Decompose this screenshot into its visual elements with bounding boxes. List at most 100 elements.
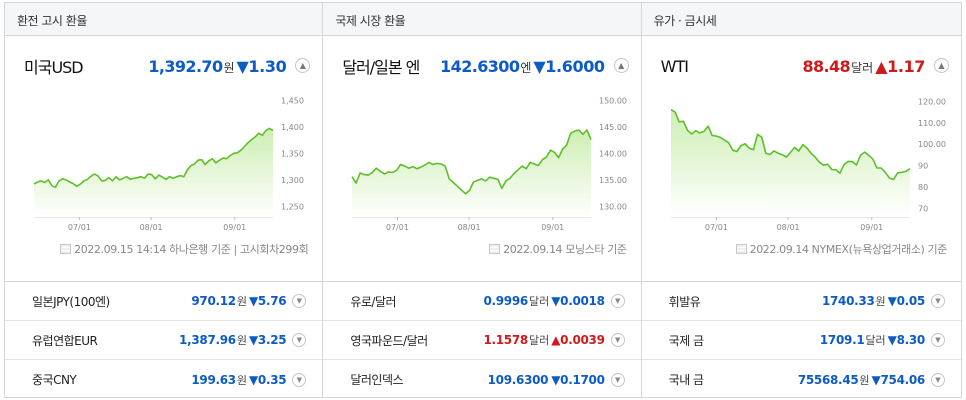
x-tick-label: 08/01 [458, 223, 481, 232]
chevron-down-icon[interactable]: ▼ [610, 294, 625, 308]
headline-name[interactable]: 달러/일본 엔 [342, 58, 420, 77]
y-tick-label: 100.00 [918, 140, 946, 149]
list-item[interactable]: 유로/달러 0.9996 달러 ▼0.0018 ▼ [323, 282, 641, 321]
item-unit: 달러 [528, 334, 550, 347]
item-value: 199.63 [191, 372, 236, 387]
item-name: 휘발유 [668, 294, 701, 309]
chevron-down-icon[interactable]: ▼ [292, 333, 307, 347]
panel-header-exchange-rate[interactable]: 환전 고시 환율 [5, 3, 323, 36]
source-text: 2022.09.15 14:14 하나은행 기준 | 고시회차299회 [74, 243, 309, 256]
item-change: ▼0.1700 [551, 372, 605, 387]
series-area [670, 109, 910, 217]
y-tick-label: 145.00 [599, 123, 627, 132]
item-unit: 달러 [528, 295, 550, 308]
item-name: 국내 금 [668, 373, 704, 387]
headline-price: 88.48 [802, 56, 851, 76]
x-tick-label: 07/01 [386, 223, 409, 232]
y-tick-label: 1,250 [281, 202, 304, 211]
market-widget: 환전 고시 환율 미국USD 1,392.70 원 ▼1.30 ▲ 07/01 0… [4, 2, 962, 398]
list-item[interactable]: 중국CNY 199.63 원 ▼0.35 ▼ [5, 360, 322, 399]
rate-list: 유로/달러 0.9996 달러 ▼0.0018 ▼ 영국파운드/달러 1.157… [323, 281, 641, 399]
headline-price: 142.6300 [440, 56, 520, 76]
chevron-up-icon[interactable]: ▲ [613, 58, 629, 73]
chevron-down-icon[interactable]: ▼ [292, 372, 307, 387]
item-unit: 원 [236, 334, 247, 347]
item-value: 0.9996 [483, 294, 528, 308]
list-item[interactable]: 유럽연합EUR 1,387.96 원 ▼3.25 ▼ [5, 321, 323, 360]
exchange-rate-panel: 환전 고시 환율 미국USD 1,392.70 원 ▼1.30 ▲ 07/01 0… [5, 3, 324, 399]
y-tick-label: 135.00 [599, 176, 627, 185]
item-value: 970.12 [191, 294, 236, 308]
rate-list: 일본JPY(100엔) 970.12 원 ▼5.76 ▼ 유럽연합EUR 1,3… [5, 281, 323, 399]
headline-unit: 엔 [520, 60, 532, 75]
list-item[interactable]: 달러인덱스 109.6300 ▼0.1700 ▼ [323, 360, 640, 399]
headline-name[interactable]: WTI [660, 56, 689, 76]
headline-unit: 원 [223, 60, 235, 75]
x-tick-label: 09/01 [860, 223, 883, 232]
item-change: ▼0.35 [248, 372, 287, 387]
item-change: ▼8.30 [887, 333, 926, 347]
y-tick-label: 1,400 [281, 123, 304, 132]
item-unit: 달러 [865, 334, 886, 347]
item-name: 중국CNY [32, 373, 77, 387]
item-unit: 원 [236, 373, 247, 387]
chevron-down-icon[interactable]: ▼ [292, 294, 307, 308]
document-icon [60, 244, 72, 254]
list-item[interactable]: 국내 금 75568.45 원 ▼754.06 ▼ [642, 360, 961, 399]
chevron-down-icon[interactable]: ▼ [610, 333, 625, 347]
y-tick-label: 80 [918, 183, 928, 192]
item-name: 유럽연합EUR [32, 333, 98, 348]
list-item[interactable]: 영국파운드/달러 1.1578 달러 ▲0.0039 ▼ [323, 321, 641, 360]
x-tick-label: 09/01 [223, 223, 246, 232]
x-tick-label: 08/01 [140, 223, 163, 232]
chevron-down-icon[interactable]: ▼ [930, 333, 945, 347]
panel-header-oil-gold[interactable]: 유가 · 금시세 [641, 3, 961, 36]
item-change: ▼0.0018 [551, 294, 605, 308]
item-name: 일본JPY(100엔) [32, 294, 110, 309]
x-tick-label: 07/01 [705, 223, 728, 232]
y-tick-label: 1,350 [281, 149, 304, 158]
oil-gold-panel: 유가 · 금시세 WTI 88.48 달러 ▲1.17 ▲ 07/01 08/01… [641, 3, 961, 399]
item-change: ▼3.25 [248, 333, 287, 347]
series-line [670, 108, 911, 181]
list-item[interactable]: 일본JPY(100엔) 970.12 원 ▼5.76 ▼ [5, 282, 323, 321]
x-tick-label: 09/01 [542, 223, 565, 232]
jpy-chart-svg: 07/01 08/01 09/01 130.00 135.00 140.00 145.00 1… [351, 96, 627, 232]
list-item[interactable]: 휘발유 1740.33 원 ▼0.05 ▼ [641, 282, 961, 321]
item-change: ▼754.06 [871, 372, 926, 387]
y-tick-label: 1,450 [281, 96, 304, 105]
y-tick-label: 110.00 [918, 119, 946, 128]
item-name: 유로/달러 [350, 294, 397, 309]
source-text: 2022.09.14 NYMEX(뉴욕상업거래소) 기준 [749, 243, 948, 256]
headline-unit: 달러 [851, 60, 874, 75]
series-line [33, 127, 274, 189]
panel-header-international-rate[interactable]: 국제 시장 환율 [323, 3, 641, 36]
x-tick-label: 07/01 [68, 223, 91, 232]
item-unit: 원 [875, 295, 886, 308]
item-name: 영국파운드/달러 [350, 333, 428, 348]
wti-headline: WTI 88.48 달러 ▲1.17 ▲ [661, 53, 949, 79]
chevron-up-icon[interactable]: ▲ [933, 58, 949, 73]
headline-name[interactable]: 미국USD [24, 58, 84, 77]
chevron-down-icon[interactable]: ▼ [930, 372, 945, 387]
item-name: 국제 금 [668, 333, 704, 348]
item-value: 75568.45 [797, 372, 859, 387]
item-value: 1.1578 [483, 333, 528, 347]
item-change: ▼0.05 [887, 294, 926, 308]
item-value: 109.6300 [487, 372, 549, 387]
headline-change: ▼1.30 [236, 56, 287, 76]
list-item[interactable]: 국제 금 1709.1 달러 ▼8.30 ▼ [641, 321, 961, 360]
usd-headline: 미국USD 1,392.70 원 ▼1.30 ▲ [24, 53, 311, 79]
international-rate-panel: 국제 시장 환율 달러/일본 엔 142.6300 엔 ▼1.6000 ▲ 07… [323, 3, 642, 399]
jpy-chart: 07/01 08/01 09/01 130.00 135.00 140.00 145.00 1… [323, 85, 642, 235]
chevron-up-icon[interactable]: ▲ [295, 58, 311, 73]
source-note: 2022.09.14 모닝스타 기준 [489, 241, 627, 257]
series-line [351, 129, 593, 195]
y-tick-label: 70 [918, 204, 928, 213]
chevron-down-icon[interactable]: ▼ [930, 294, 945, 308]
y-tick-label: 90 [918, 162, 928, 171]
chevron-down-icon[interactable]: ▼ [610, 372, 625, 387]
document-icon [735, 244, 747, 254]
item-unit: 원 [236, 295, 247, 308]
source-note: 2022.09.14 NYMEX(뉴욕상업거래소) 기준 [735, 241, 948, 257]
